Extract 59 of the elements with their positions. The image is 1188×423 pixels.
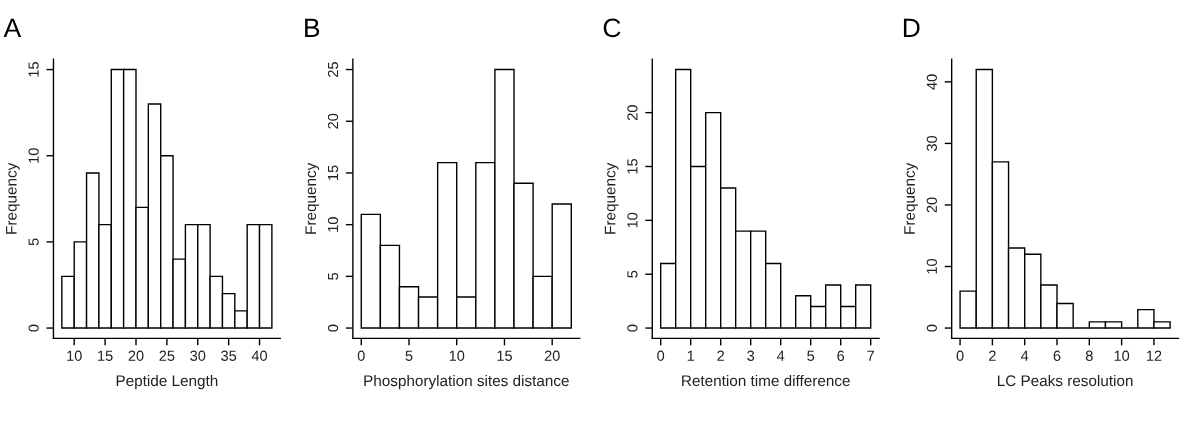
x-tick-label: 10 [67, 350, 82, 361]
chart-title: A [3, 18, 22, 37]
x-tick-label: 20 [128, 350, 144, 361]
y-tick-label: 30 [926, 135, 937, 151]
y-tick-label: 10 [28, 148, 39, 163]
x-tick-label: 7 [867, 350, 875, 361]
x-axis-title: Retention time difference [682, 374, 850, 387]
x-tick-label: 5 [807, 350, 815, 361]
y-tick-label: 0 [627, 324, 638, 332]
x-tick-label: 40 [251, 350, 268, 361]
y-tick-label: 10 [926, 258, 937, 274]
x-tick-label: 8 [1085, 350, 1093, 361]
x-tick-label: 15 [497, 350, 512, 361]
x-axis-title: LC Peaks resolution [997, 374, 1133, 387]
y-tick-label: 15 [627, 159, 638, 174]
y-tick-label: 0 [327, 324, 339, 332]
x-tick-label: 1 [687, 350, 695, 361]
x-tick-label: 6 [1053, 350, 1061, 361]
x-axis-title: Peptide Length [116, 374, 218, 390]
x-tick-label: 4 [1020, 350, 1029, 361]
x-tick-label: 12 [1146, 350, 1162, 361]
y-tick-label: 15 [28, 62, 39, 77]
x-tick-label: 10 [449, 350, 465, 361]
chart-title: B [305, 18, 320, 37]
x-tick-label: 0 [357, 350, 365, 361]
y-tick-label: 5 [627, 270, 638, 278]
x-tick-label: 2 [989, 350, 996, 361]
y-tick-label: 5 [328, 272, 339, 280]
x-tick-label: 5 [405, 350, 413, 361]
x-axis-title: Phosphorylation sites distance [364, 374, 569, 390]
y-tick-label: 5 [28, 238, 39, 246]
x-tick-label: 20 [544, 350, 560, 361]
y-tick-label: 10 [627, 212, 638, 228]
x-tick-label: 3 [747, 350, 755, 361]
x-tick-label: 2 [717, 350, 724, 361]
y-axis-title: Frequency [305, 162, 320, 234]
x-tick-label: 0 [657, 350, 665, 361]
y-tick-label: 20 [627, 105, 638, 121]
x-tick-label: 10 [1114, 350, 1130, 361]
y-axis-title: Frequency [604, 162, 619, 234]
x-tick-label: 4 [776, 350, 785, 361]
y-tick-label: 25 [327, 62, 339, 77]
x-tick-label: 30 [190, 350, 206, 361]
y-tick-label: 20 [327, 113, 339, 129]
y-axis-title: Frequency [904, 162, 918, 234]
y-axis-title: Frequency [6, 162, 20, 234]
x-tick-label: 25 [159, 350, 175, 361]
y-tick-label: 40 [926, 74, 937, 90]
x-tick-label: 0 [956, 350, 964, 361]
y-tick-label: 15 [328, 165, 339, 180]
x-tick-label: 6 [837, 350, 845, 361]
chart-title: C [603, 18, 621, 38]
x-tick-label: 15 [98, 350, 113, 361]
chart-title: D [903, 18, 920, 37]
y-tick-label: 0 [926, 324, 937, 332]
y-tick-label: 10 [327, 217, 339, 232]
y-tick-label: 0 [28, 324, 39, 332]
y-tick-label: 20 [926, 197, 937, 213]
x-tick-label: 35 [221, 350, 237, 361]
